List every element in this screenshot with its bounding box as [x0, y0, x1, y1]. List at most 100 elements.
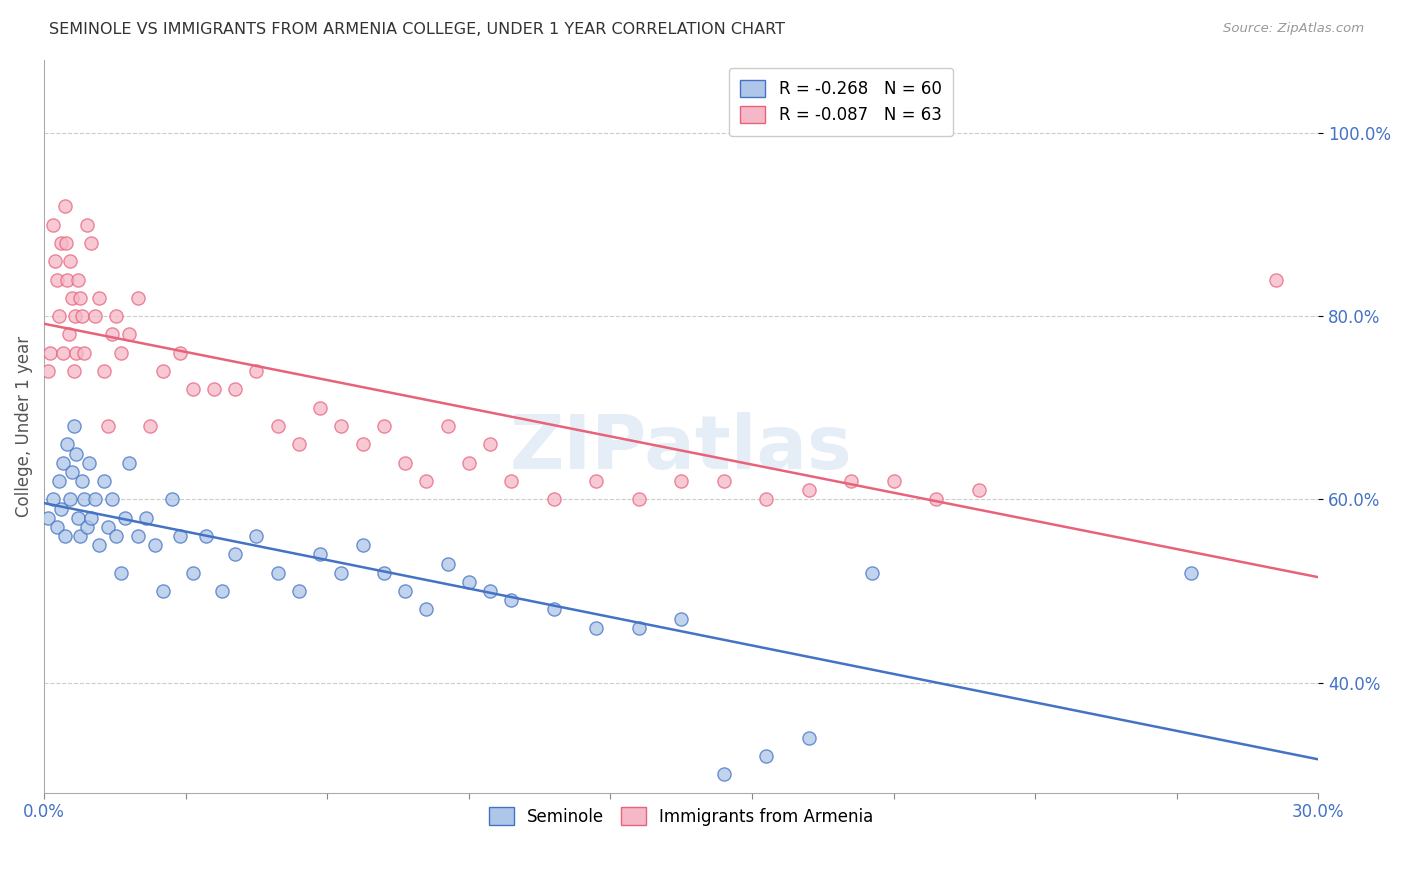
Point: [211, 584, 233, 599]
Point: [479, 584, 502, 599]
Point: [89, 538, 111, 552]
Point: [181, 383, 204, 397]
Point: [118, 327, 141, 342]
Point: [143, 538, 166, 552]
Point: [202, 383, 225, 397]
Point: [713, 767, 735, 781]
Point: [97, 520, 120, 534]
Point: [72, 309, 94, 323]
Point: [77, 456, 100, 470]
Point: [76, 520, 98, 534]
Point: [45, 520, 67, 534]
Point: [89, 291, 111, 305]
Point: [194, 529, 217, 543]
Point: [479, 437, 502, 451]
Point: [309, 401, 332, 415]
Point: [352, 437, 374, 451]
Point: [67, 272, 90, 286]
Point: [152, 584, 174, 599]
Point: [63, 419, 86, 434]
Point: [181, 566, 204, 580]
Point: [373, 419, 395, 434]
Point: [797, 483, 820, 498]
Text: ZIPatlas: ZIPatlas: [510, 411, 852, 484]
Point: [543, 492, 565, 507]
Point: [330, 566, 353, 580]
Point: [69, 291, 91, 305]
Point: [73, 492, 96, 507]
Point: [309, 548, 332, 562]
Point: [224, 383, 246, 397]
Point: [160, 492, 183, 507]
Point: [97, 419, 120, 434]
Point: [105, 529, 128, 543]
Point: [80, 510, 103, 524]
Point: [152, 364, 174, 378]
Point: [245, 529, 267, 543]
Point: [139, 419, 162, 434]
Point: [101, 492, 124, 507]
Point: [56, 272, 79, 286]
Point: [169, 346, 191, 360]
Point: [245, 364, 267, 378]
Point: [65, 447, 87, 461]
Point: [925, 492, 948, 507]
Point: [44, 254, 66, 268]
Point: [65, 346, 87, 360]
Point: [415, 474, 437, 488]
Point: [267, 419, 290, 434]
Point: [60, 465, 83, 479]
Point: [63, 364, 86, 378]
Point: [755, 492, 778, 507]
Point: [501, 474, 523, 488]
Point: [585, 474, 607, 488]
Point: [110, 566, 132, 580]
Point: [457, 456, 479, 470]
Point: [394, 584, 416, 599]
Point: [967, 483, 990, 498]
Point: [797, 731, 820, 745]
Point: [127, 291, 149, 305]
Point: [101, 327, 124, 342]
Point: [1264, 272, 1286, 286]
Point: [883, 474, 905, 488]
Point: [55, 235, 77, 250]
Point: [267, 566, 290, 580]
Point: [105, 309, 128, 323]
Point: [58, 327, 80, 342]
Point: [839, 474, 862, 488]
Point: [1180, 566, 1202, 580]
Point: [373, 566, 395, 580]
Point: [543, 602, 565, 616]
Point: [53, 529, 76, 543]
Point: [41, 218, 63, 232]
Point: [288, 584, 311, 599]
Point: [45, 272, 67, 286]
Point: [127, 529, 149, 543]
Legend: Seminole, Immigrants from Armenia: Seminole, Immigrants from Armenia: [479, 797, 883, 836]
Point: [457, 574, 479, 589]
Point: [585, 621, 607, 635]
Point: [80, 235, 103, 250]
Point: [93, 364, 115, 378]
Point: [669, 474, 692, 488]
Point: [436, 419, 458, 434]
Point: [52, 456, 75, 470]
Point: [49, 501, 72, 516]
Point: [48, 474, 70, 488]
Point: [135, 510, 157, 524]
Point: [76, 218, 98, 232]
Point: [84, 492, 107, 507]
Point: [53, 199, 76, 213]
Point: [110, 346, 132, 360]
Text: Source: ZipAtlas.com: Source: ZipAtlas.com: [1223, 22, 1364, 36]
Point: [501, 593, 523, 607]
Point: [288, 437, 311, 451]
Point: [58, 492, 80, 507]
Point: [755, 749, 778, 764]
Point: [415, 602, 437, 616]
Point: [394, 456, 416, 470]
Y-axis label: College, Under 1 year: College, Under 1 year: [15, 335, 32, 516]
Point: [73, 346, 96, 360]
Point: [436, 557, 458, 571]
